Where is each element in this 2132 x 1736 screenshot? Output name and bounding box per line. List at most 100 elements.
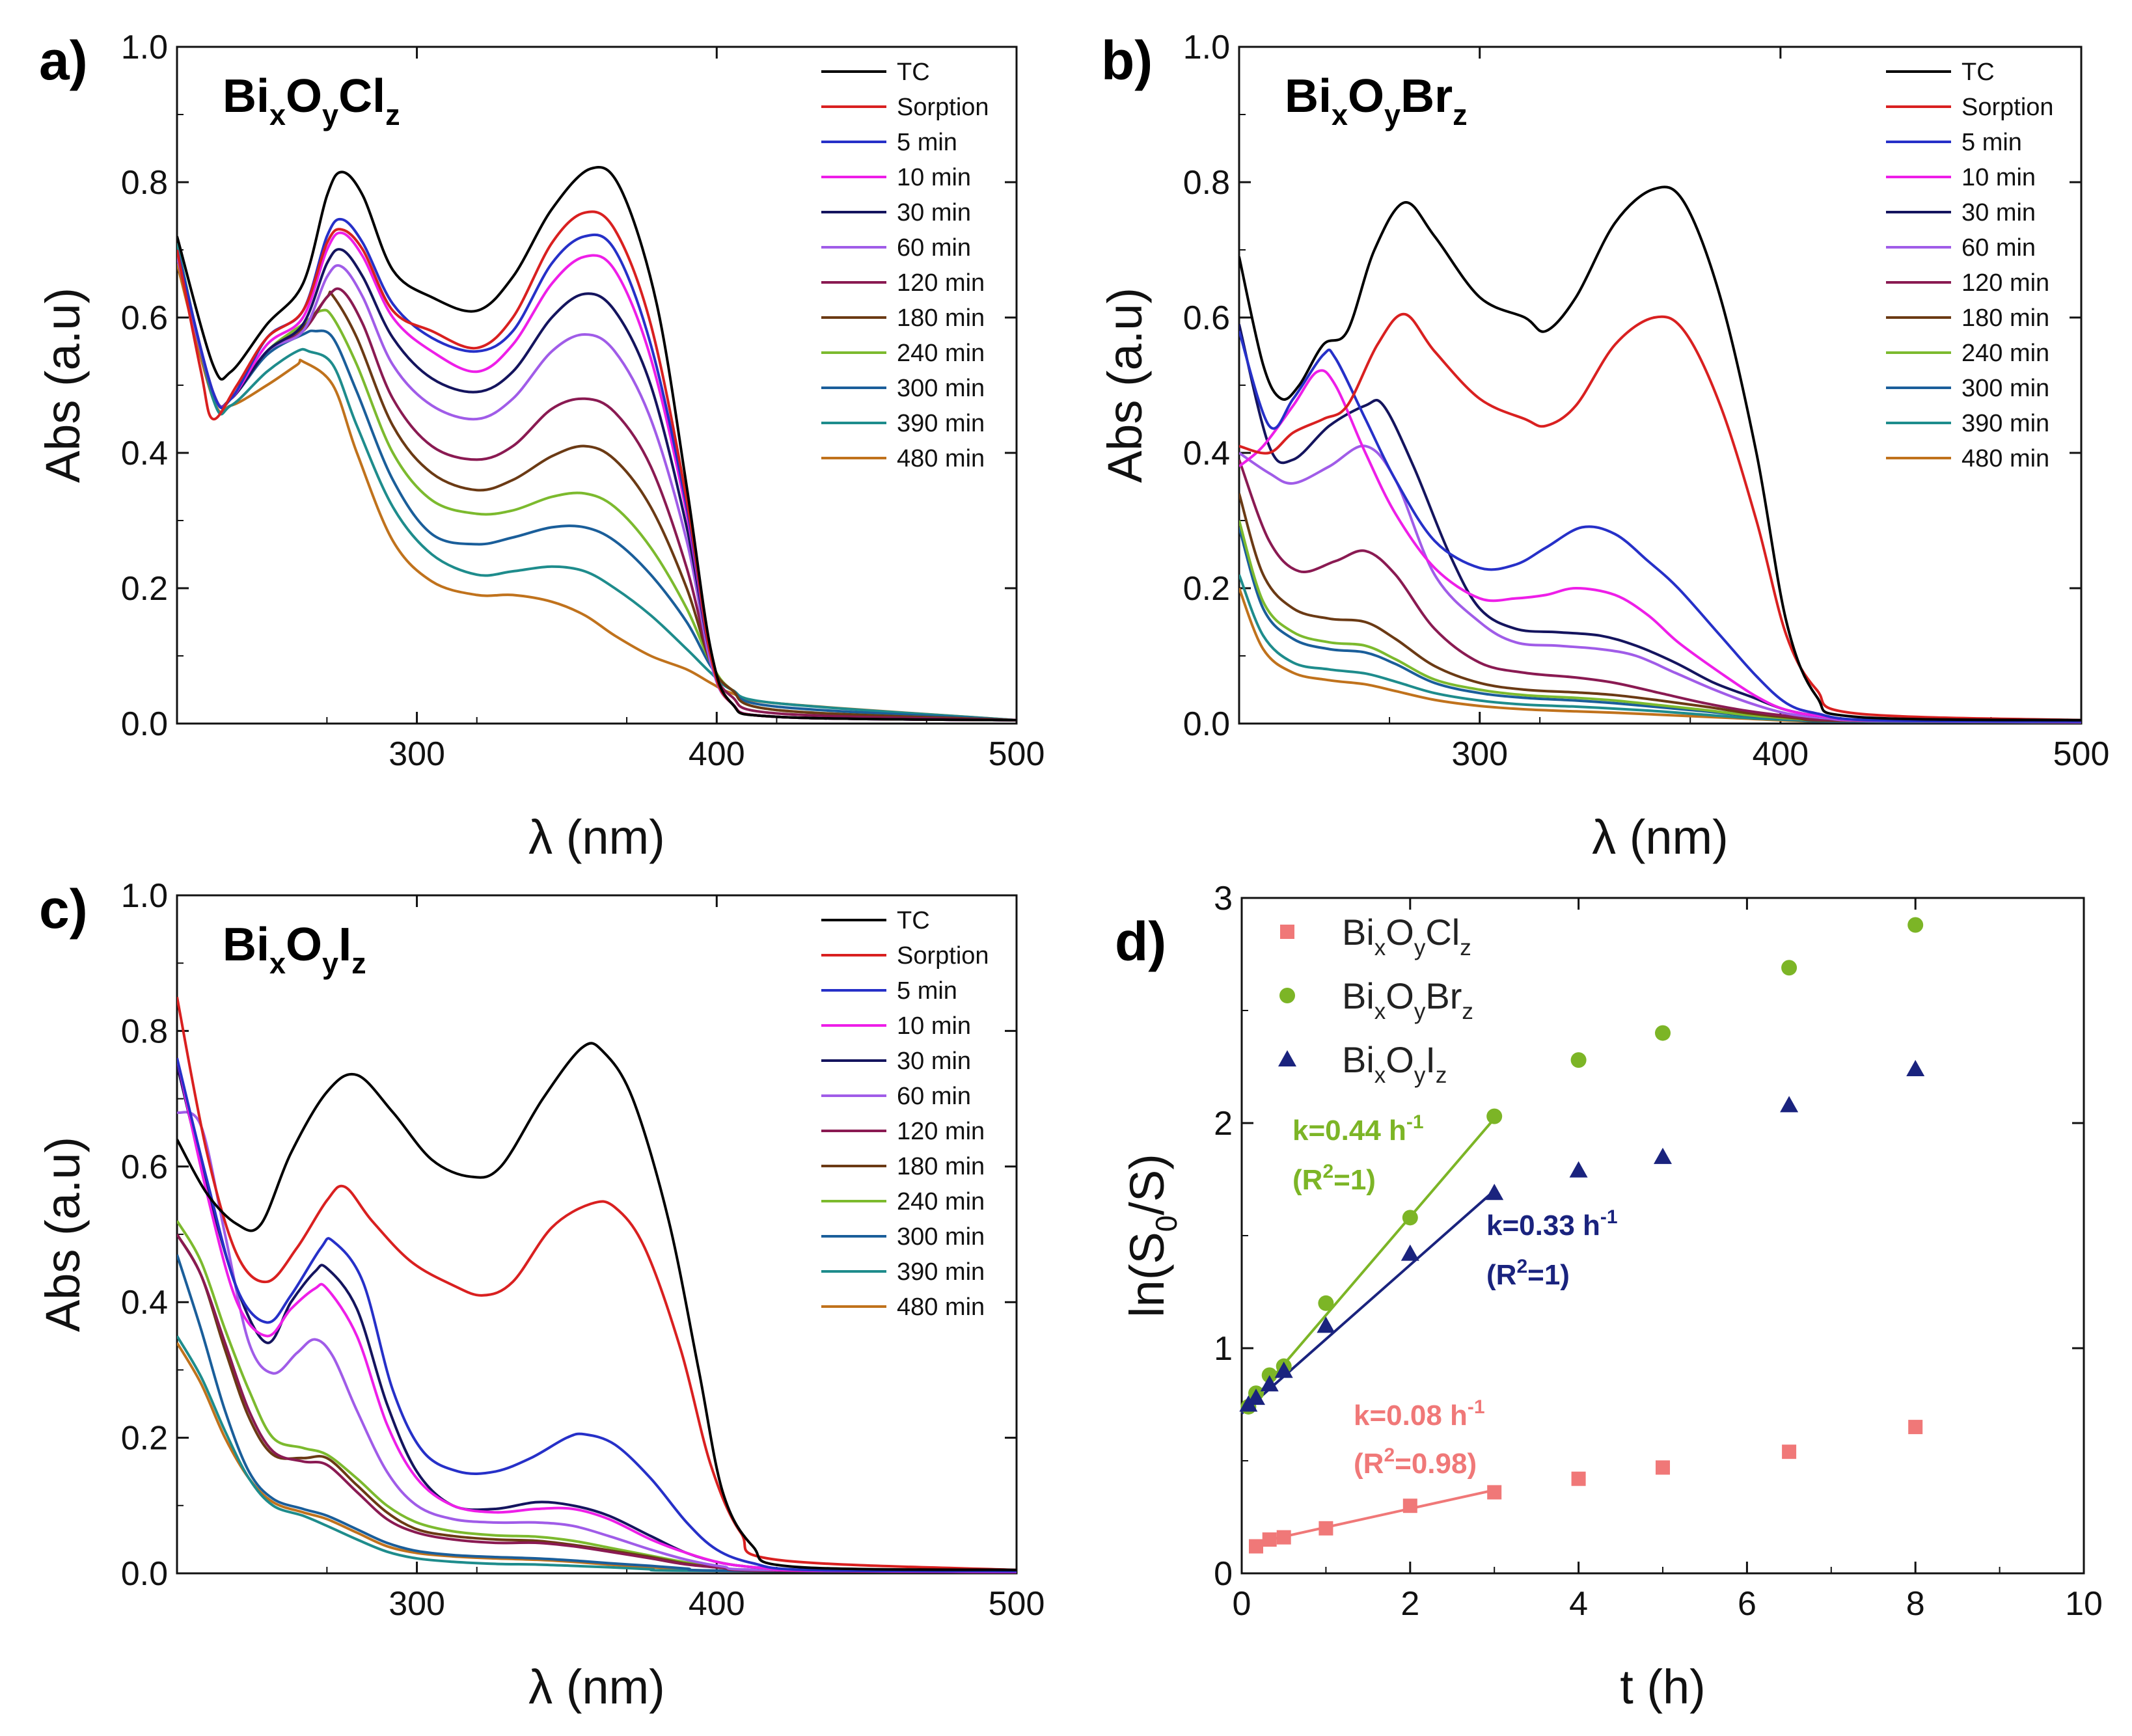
y-tick-label: 0.4 (1183, 435, 1230, 472)
x-axis-title: t (h) (1620, 1660, 1706, 1714)
y-tick-label: 0.0 (121, 1555, 168, 1593)
legend-label: TC (1961, 59, 1995, 86)
x-axis-title: λ (nm) (528, 1660, 665, 1714)
y-tick-label: 0.4 (121, 1284, 168, 1322)
legend-label: 10 min (897, 1012, 971, 1040)
x-tick-label: 400 (689, 735, 745, 773)
series-line-240-min (177, 1220, 1017, 1573)
x-tick-label: 4 (1569, 1585, 1588, 1623)
x-tick-label: 300 (389, 1585, 445, 1623)
y-tick-label: 0.6 (121, 299, 168, 337)
x-tick-label: 300 (1451, 735, 1508, 773)
data-point (1570, 1052, 1587, 1068)
legend-label: BixOyBrz (1342, 975, 1473, 1024)
y-tick-label: 3 (1214, 880, 1233, 917)
y-tick-label: 1.0 (121, 29, 168, 66)
legend-label: 5 min (897, 129, 957, 156)
r-squared-label: (R2=1) (1292, 1161, 1376, 1196)
y-tick-label: 0.6 (121, 1148, 168, 1186)
r-squared-label: (R2=0.98) (1354, 1444, 1477, 1480)
data-point (1571, 1471, 1586, 1486)
data-point (1274, 1361, 1293, 1378)
legend-label: TC (897, 907, 930, 934)
data-point (1319, 1521, 1333, 1536)
data-point (1402, 1499, 1417, 1513)
data-point (1782, 1444, 1797, 1459)
legend-label: 120 min (897, 269, 985, 297)
panel-label: d) (1115, 911, 1166, 972)
series-line-390-min (177, 243, 1017, 722)
legend-marker (1279, 988, 1295, 1003)
data-point (1781, 960, 1797, 976)
data-point (1246, 1389, 1265, 1405)
legend-label: 30 min (897, 1048, 971, 1075)
series-line-10-min (1239, 369, 2081, 723)
legend-label: 30 min (897, 199, 971, 226)
x-tick-label: 500 (989, 735, 1045, 773)
series-line-tc (177, 166, 1017, 722)
x-tick-label: 300 (389, 735, 445, 773)
y-axis-title: Abs (a.u) (36, 288, 90, 483)
y-tick-label: 0.6 (1183, 299, 1230, 337)
rate-constant-label: k=0.44 h-1 (1292, 1111, 1424, 1146)
legend-label: BixOyClz (1342, 912, 1471, 960)
series-line-120-min (177, 1233, 1017, 1573)
series-line-180-min (1239, 493, 2081, 724)
series-line-120-min (1239, 459, 2081, 724)
y-axis-title: ln(S0/S) (1120, 1154, 1183, 1318)
fit-line (1240, 1189, 1496, 1415)
y-tick-label: 0.0 (121, 705, 168, 743)
rate-constant-label: k=0.33 h-1 (1486, 1206, 1618, 1241)
legend-label: TC (897, 59, 930, 86)
y-axis-title: Abs (a.u) (36, 1137, 90, 1332)
legend-label: 240 min (1961, 340, 2049, 367)
series-line-sorption (1239, 312, 2081, 722)
series-line-300-min (177, 249, 1017, 722)
panel-c: 300 400 500 0.0 0.2 0.4 0.6 0.8 1.0 TC Sorption 5 m… (36, 877, 1045, 1714)
legend-label: 5 min (1961, 129, 2022, 156)
legend-label: 180 min (897, 305, 985, 332)
legend-label: BixOyIz (1342, 1039, 1447, 1088)
legend-label: 480 min (897, 1294, 985, 1321)
legend-marker (1280, 925, 1294, 939)
y-tick-label: 1.0 (121, 877, 168, 915)
panel-b: 300 400 500 0.0 0.2 0.4 0.6 0.8 1.0 TC Sorption 5 m… (1098, 29, 2109, 864)
series-lines (1239, 185, 2081, 724)
series-lines (177, 166, 1017, 722)
y-tick-label: 0 (1214, 1555, 1233, 1593)
y-tick-label: 0.4 (121, 435, 168, 472)
series-line-tc (177, 1042, 1017, 1571)
y-tick-label: 1.0 (1183, 29, 1230, 66)
series-line-sorption (177, 996, 1017, 1571)
data-point (1907, 917, 1924, 933)
x-tick-label: 500 (989, 1585, 1045, 1623)
legend-label: 60 min (1961, 234, 2036, 262)
legend-label: 300 min (897, 1223, 985, 1251)
series-line-10-min (177, 1057, 1017, 1573)
y-tick-label: 0.8 (121, 164, 168, 202)
data-point (1260, 1375, 1279, 1392)
legend-label: 10 min (897, 164, 971, 191)
panel-label: c) (39, 878, 88, 940)
y-tick-label: 0.8 (121, 1012, 168, 1050)
panel-label: b) (1101, 30, 1153, 91)
r-squared-label: (R2=1) (1486, 1256, 1570, 1291)
panel-a: 300 400 500 0.0 0.2 0.4 0.6 0.8 1.0 TC Sorption 5 m… (36, 29, 1045, 864)
legend-label: 60 min (897, 234, 971, 262)
data-point (1487, 1485, 1502, 1500)
y-tick-label: 0.2 (121, 570, 168, 608)
series-line-300-min (177, 1254, 1017, 1573)
y-axis-title: Abs (a.u) (1098, 288, 1152, 483)
legend-label: 300 min (1961, 375, 2049, 402)
series-line-5-min (177, 1057, 1017, 1573)
data-point (1276, 1530, 1291, 1545)
legend-label: 480 min (1961, 445, 2049, 472)
legend-label: 30 min (1961, 199, 2036, 226)
legend-label: Sorption (1961, 94, 2054, 121)
series-line-60-min (1239, 444, 2081, 724)
series-line-tc (1239, 185, 2081, 722)
x-tick-label: 6 (1738, 1585, 1756, 1623)
series-line-30-min (177, 1065, 1017, 1573)
series-line-5-min (1239, 331, 2081, 723)
legend-label: 390 min (897, 1258, 985, 1286)
